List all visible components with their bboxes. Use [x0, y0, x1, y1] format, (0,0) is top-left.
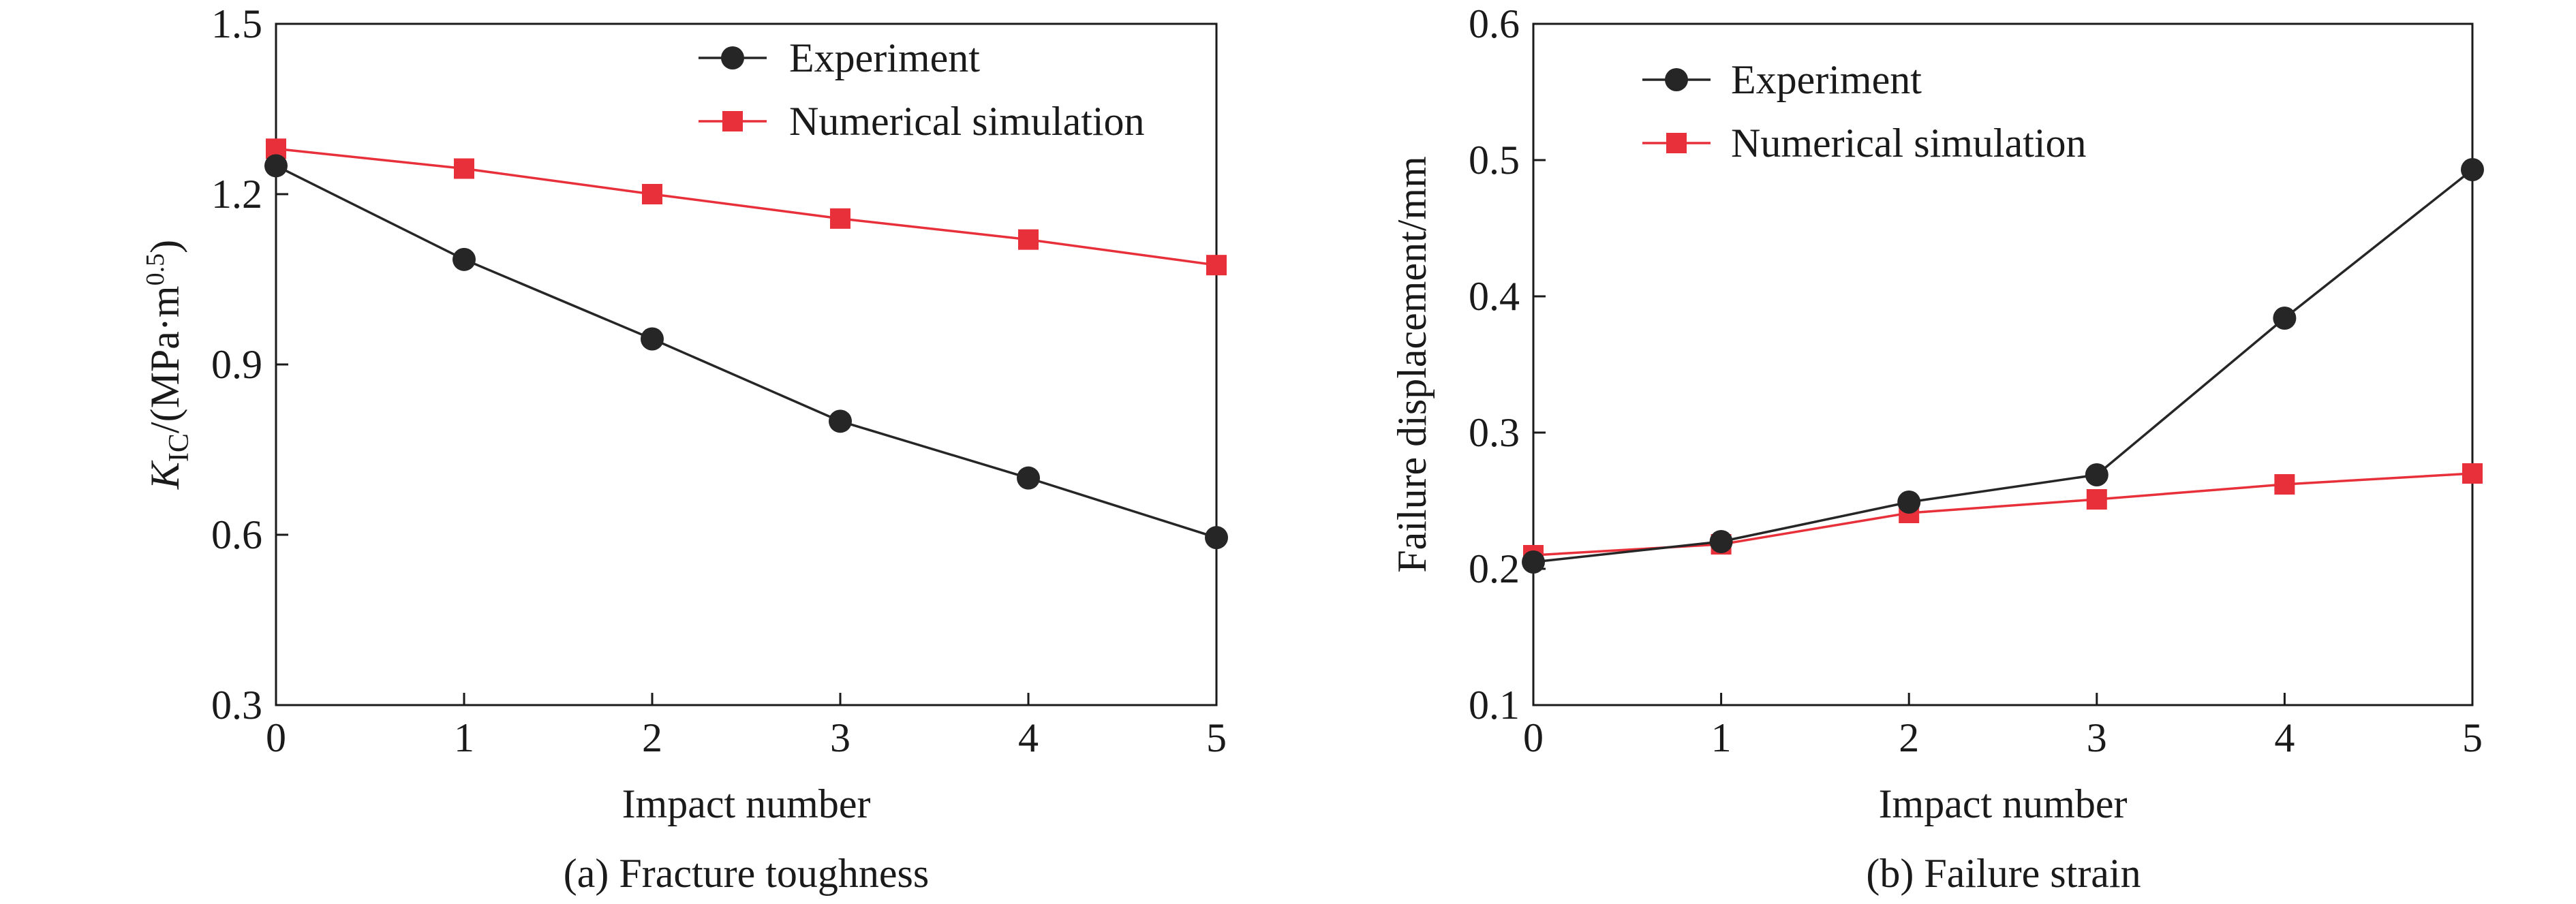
x-tick-label: 2: [642, 715, 662, 760]
series-numerical-simulation: [266, 138, 1227, 276]
legend-marker-experiment: [1665, 68, 1688, 91]
panel-b-y-axis-title: Failure displacement/mm: [1390, 156, 1435, 573]
panel-a-legend: Experiment Numerical simulation: [699, 35, 1145, 144]
legend-label: Numerical simulation: [789, 99, 1145, 144]
data-point-simulation: [454, 158, 474, 179]
data-point-experiment: [2085, 463, 2109, 486]
legend-item: Experiment: [1642, 57, 1922, 102]
x-tick-label: 1: [1711, 715, 1732, 760]
y-tick-label: 0.6: [1469, 1, 1520, 46]
data-point-simulation: [2462, 463, 2483, 484]
series-numerical-simulation: [1523, 463, 2483, 565]
panel-b-x-axis-title: Impact number: [1879, 781, 2128, 826]
x-tick-label: 4: [2274, 715, 2295, 760]
x-tick-label: 5: [2462, 715, 2483, 760]
legend-label: Experiment: [1731, 57, 1922, 102]
panel-a-y-axis-title-close: ): [142, 240, 187, 253]
y-tick-label: 0.5: [1469, 138, 1520, 183]
data-point-simulation: [1018, 229, 1039, 250]
x-tick-label: 4: [1018, 715, 1039, 760]
panel-a-axes: [275, 22, 1218, 706]
panel-b-tick-labels: 0 1 2 3 4 5 0.1 0.2 0.3 0.4 0.5 0.6: [1469, 1, 2483, 760]
data-point-experiment: [1897, 490, 1921, 514]
series-line: [275, 164, 1217, 539]
legend-item: Numerical simulation: [1642, 121, 2087, 166]
legend-item: Numerical simulation: [699, 99, 1145, 144]
panel-a-y-axis-title-rest: /(MPa·m: [142, 285, 187, 433]
data-point-simulation: [2274, 474, 2295, 495]
series-line: [275, 147, 1217, 266]
x-tick-label: 3: [830, 715, 850, 760]
plot-frame: [1532, 22, 2474, 706]
panel-b-caption: (b) Failure strain: [1866, 851, 2141, 896]
panel-a-caption: (a) Fracture toughness: [564, 851, 929, 896]
panel-a-tick-labels: 0 1 2 3 4 5 0.3 0.6 0.9 1.2 1.5: [211, 1, 1227, 760]
panel-a-y-axis-title-main: K: [142, 460, 187, 490]
panel-a-y-axis-title-sup: 0.5: [141, 253, 170, 286]
x-tick-label: 5: [1206, 715, 1227, 760]
panel-a-y-axis-title-sub: IC: [164, 433, 195, 462]
y-tick-label: 0.4: [1469, 274, 1520, 319]
series-experiment: [1522, 158, 2484, 574]
x-tick-label: 2: [1899, 715, 1919, 760]
data-point-simulation: [830, 208, 850, 229]
data-point-experiment: [1017, 466, 1040, 490]
data-point-experiment: [2461, 158, 2484, 181]
y-tick-label: 0.1: [1469, 683, 1520, 728]
legend-label: Experiment: [789, 35, 980, 80]
y-tick-label: 0.3: [1469, 410, 1520, 455]
panel-a-fracture-toughness: 0 1 2 3 4 5 0.3 0.6 0.9 1.2 1.5 Experiment Numerica…: [141, 1, 1228, 896]
legend-item: Experiment: [699, 35, 980, 80]
y-tick-label: 0.6: [211, 512, 262, 557]
x-tick-label: 1: [454, 715, 474, 760]
legend-marker-simulation: [1666, 133, 1687, 153]
legend-marker-simulation: [722, 111, 743, 131]
panel-b-legend: Experiment Numerical simulation: [1642, 57, 2087, 166]
legend-label: Numerical simulation: [1731, 121, 2087, 166]
y-tick-label: 0.2: [1469, 546, 1520, 591]
panel-b-series: [1522, 158, 2484, 574]
data-point-experiment: [2273, 307, 2297, 330]
x-tick-label: 0: [266, 715, 286, 760]
x-tick-label: 3: [2087, 715, 2107, 760]
data-point-experiment: [1522, 550, 1545, 574]
data-point-simulation: [2086, 489, 2107, 510]
data-point-simulation: [642, 184, 662, 204]
data-point-experiment: [1709, 530, 1733, 553]
y-tick-label: 1.2: [211, 172, 262, 217]
legend-marker-experiment: [721, 46, 744, 69]
series-line: [1533, 168, 2474, 563]
y-tick-label: 1.5: [211, 1, 262, 46]
y-tick-label: 0.3: [211, 683, 262, 728]
data-point-experiment: [453, 247, 476, 271]
x-tick-label: 0: [1523, 715, 1544, 760]
data-point-experiment: [264, 154, 288, 178]
panel-a-x-axis-title: Impact number: [622, 781, 871, 826]
data-point-experiment: [1205, 526, 1228, 550]
y-tick-label: 0.9: [211, 342, 262, 387]
series-line: [1533, 472, 2473, 557]
data-point-experiment: [641, 327, 664, 351]
panel-b-failure-strain: 0 1 2 3 4 5 0.1 0.2 0.3 0.4 0.5 0.6 Experiment Numer…: [1390, 1, 2484, 896]
series-experiment: [264, 154, 1228, 550]
data-point-simulation: [1206, 255, 1227, 276]
panel-b-axes: [1532, 22, 2474, 706]
panel-a-series: [264, 138, 1228, 550]
data-point-experiment: [829, 409, 852, 433]
panel-a-y-axis-title: KIC/(MPa·m0.5): [141, 240, 195, 490]
